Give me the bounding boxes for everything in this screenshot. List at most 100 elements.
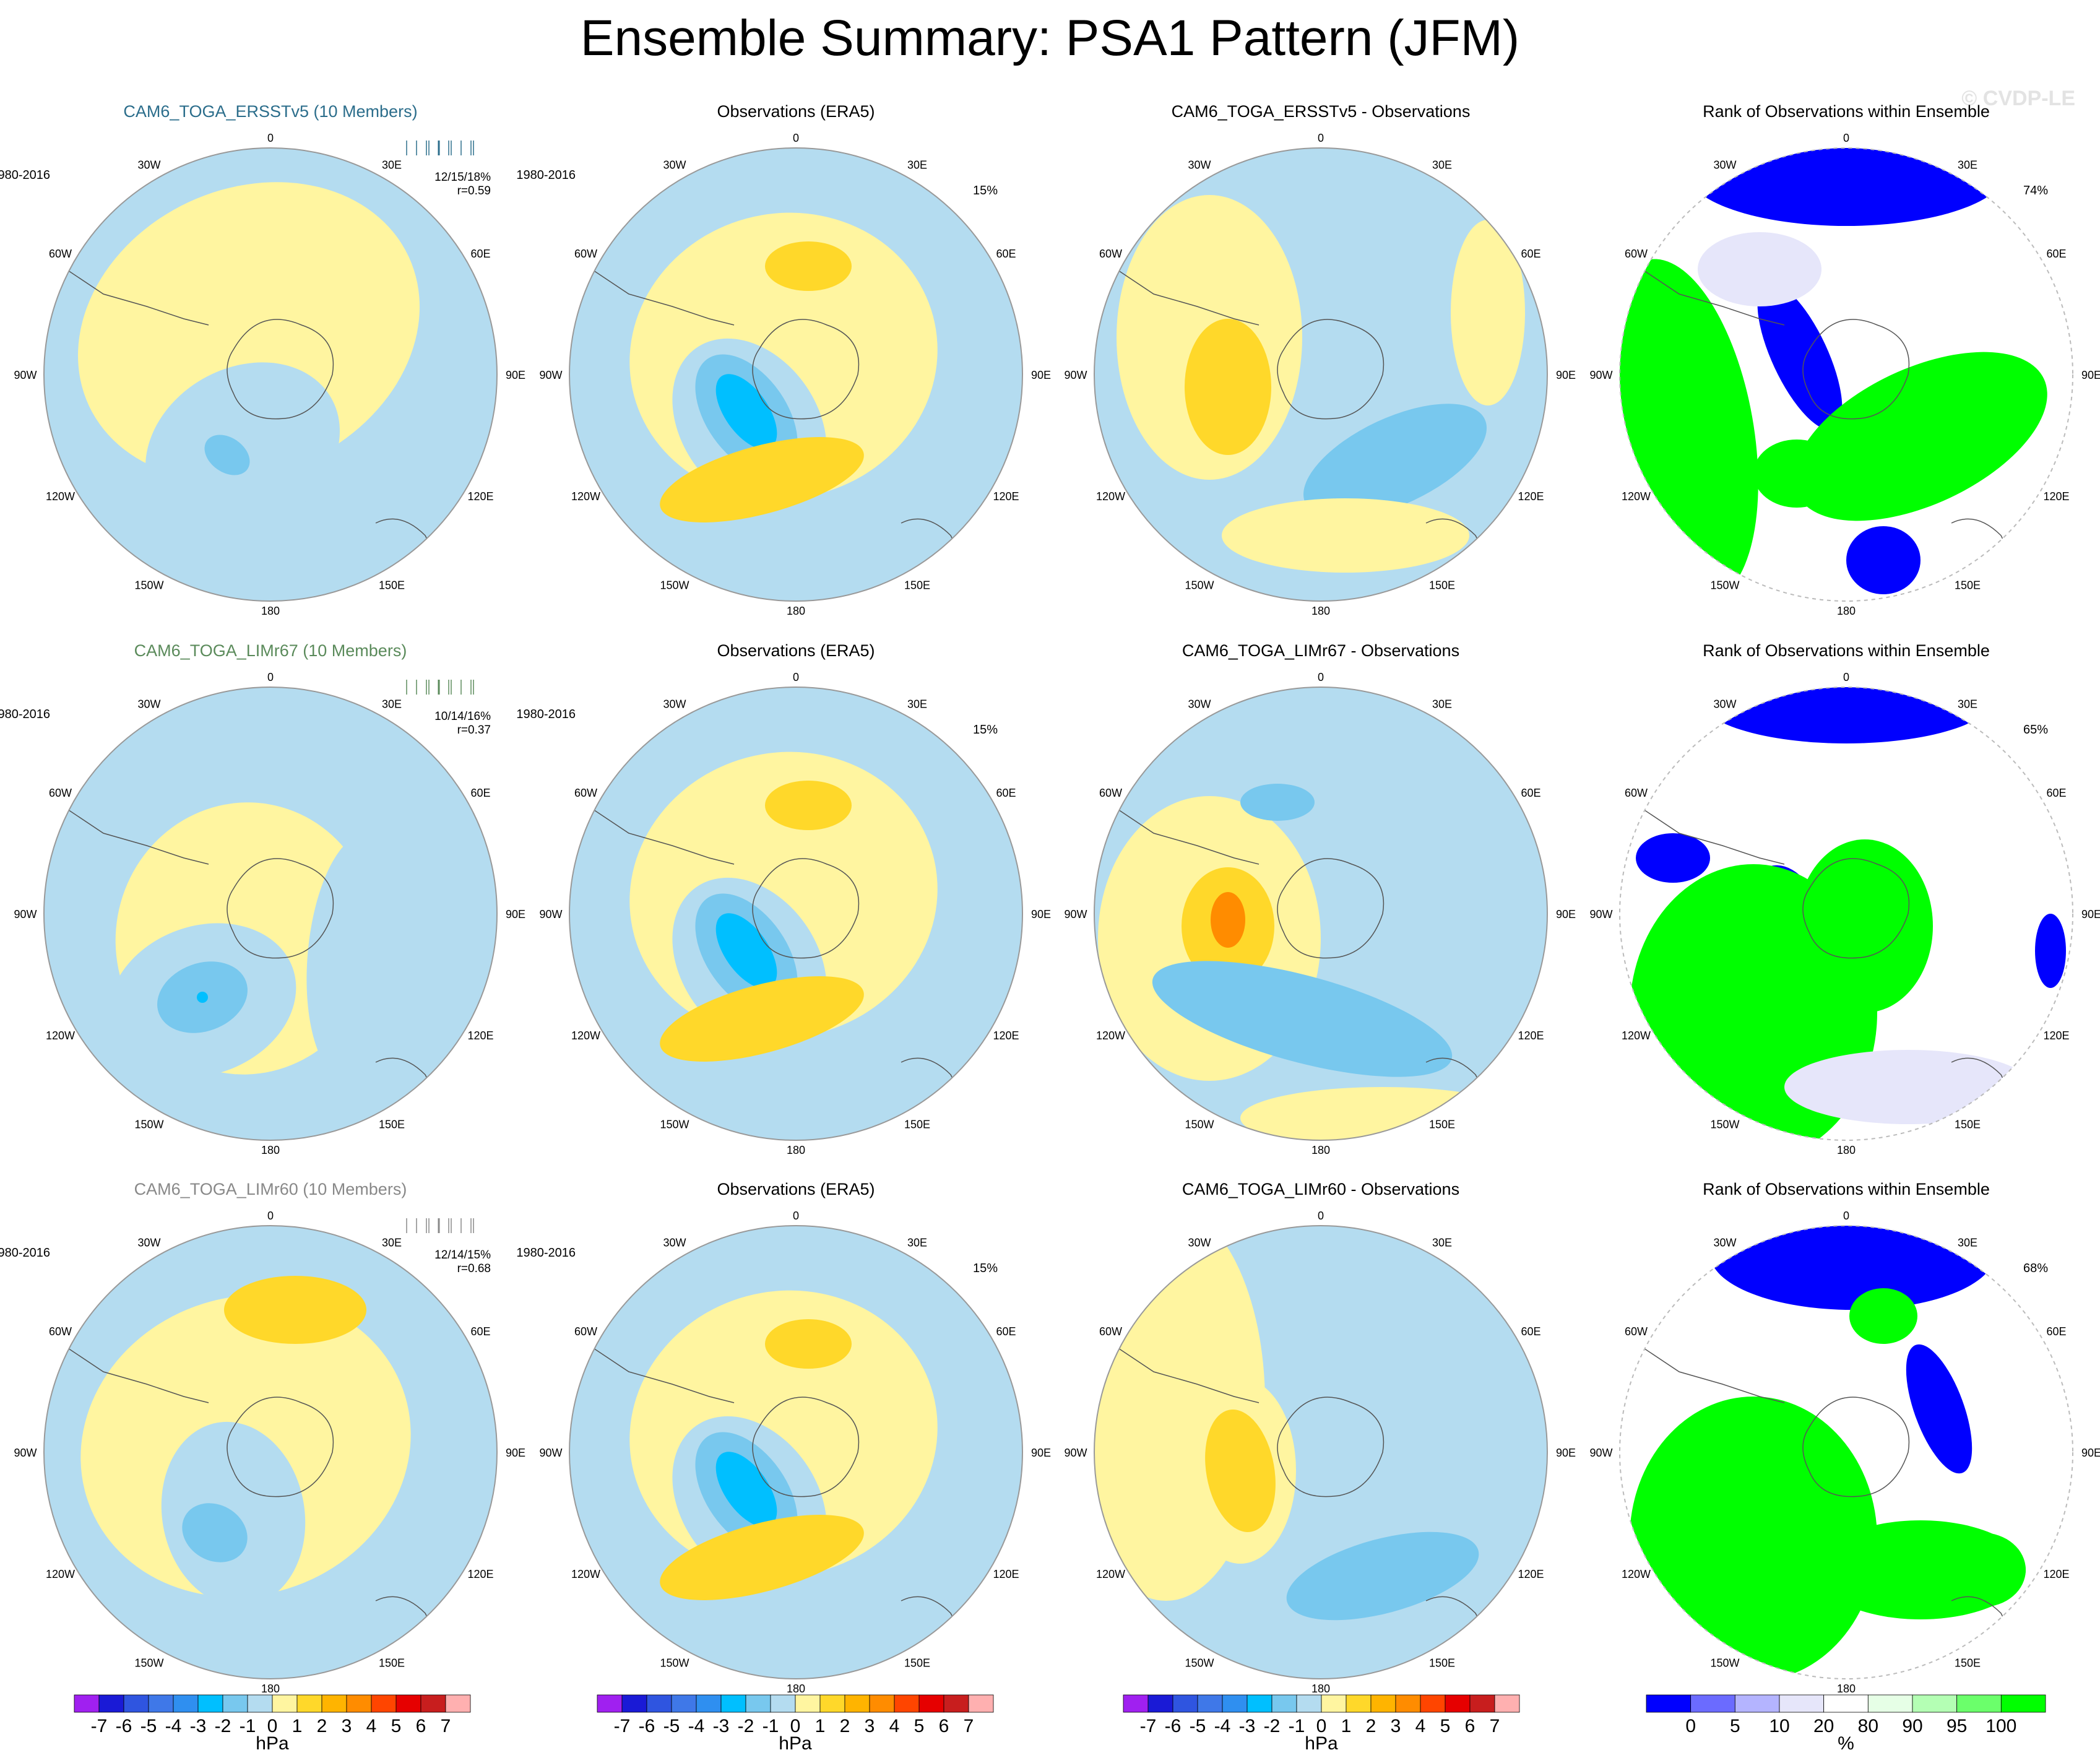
contour-region	[1211, 892, 1245, 948]
colorbar-swatch	[819, 1694, 845, 1713]
coastline	[375, 1596, 444, 1651]
colorbar-swatch	[222, 1694, 248, 1713]
coastline	[591, 1346, 735, 1403]
colorbar-label: 3	[865, 1716, 875, 1736]
coastline	[1802, 319, 1910, 420]
map-border	[1094, 687, 1548, 1141]
coastline	[1951, 1057, 2020, 1112]
period-label: 1980-2016	[0, 708, 50, 721]
colorbar-label: -6	[116, 1716, 132, 1736]
longitude-label: 30E	[1432, 1237, 1452, 1249]
longitude-label: 150E	[904, 579, 930, 591]
pattern-correlation: r=0.59	[457, 184, 491, 197]
coastline	[1641, 808, 1785, 865]
colorbar-label: 5	[391, 1716, 402, 1736]
map-border	[43, 1225, 498, 1679]
map-field	[66, 1276, 444, 1651]
colorbar-label: -4	[165, 1716, 182, 1736]
colorbar-swatch	[1690, 1694, 1735, 1713]
longitude-label: 120E	[2043, 1568, 2069, 1580]
longitude-label: 120W	[1096, 490, 1125, 503]
longitude-label: 120W	[1622, 490, 1651, 503]
spread-stats: 12/15/18%	[434, 171, 491, 184]
colorbar-swatch	[98, 1694, 124, 1713]
map-border	[569, 687, 1023, 1141]
contour-region	[1205, 1410, 1276, 1532]
longitude-label: 30W	[663, 159, 686, 171]
longitude-label: 60W	[49, 787, 72, 799]
longitude-label: 150E	[1429, 579, 1455, 591]
longitude-label: 30W	[1713, 159, 1736, 171]
percent-label: 15%	[973, 184, 998, 197]
colorbar-swatch	[1867, 1694, 1913, 1713]
coastline	[66, 808, 209, 865]
colorbar-label: 3	[342, 1716, 352, 1736]
longitude-label: 150E	[379, 1118, 405, 1130]
longitude-label: 120E	[2043, 1029, 2069, 1042]
longitude-label: 150E	[1429, 1118, 1455, 1130]
longitude-label: 60W	[1099, 1325, 1122, 1338]
colorbar-label: 5	[1440, 1716, 1451, 1736]
colorbar-swatch	[371, 1694, 397, 1713]
colorbar-swatch	[918, 1694, 944, 1713]
colorbar-swatch	[2000, 1694, 2046, 1713]
colorbar-swatch	[1197, 1694, 1223, 1713]
longitude-label: 90E	[1556, 908, 1576, 920]
colorbar-label: 2	[317, 1716, 327, 1736]
colorbar-swatch	[1494, 1694, 1520, 1713]
period-label: 1980-2016	[516, 1246, 576, 1260]
longitude-label: 60W	[574, 787, 597, 799]
longitude-label: 180	[787, 605, 805, 617]
colorbar-label: 95	[1947, 1716, 1967, 1736]
longitude-label: 0	[1318, 671, 1324, 683]
longitude-label: 90E	[506, 908, 525, 920]
longitude-label: 0	[793, 671, 799, 683]
longitude-label: 60W	[574, 1325, 597, 1338]
colorbar-label: 5	[914, 1716, 925, 1736]
colorbar-label: 5	[1730, 1716, 1740, 1736]
longitude-label: 90E	[2081, 369, 2100, 381]
longitude-label: 30W	[137, 159, 160, 171]
longitude-label: 150E	[904, 1657, 930, 1669]
colorbar-swatch	[346, 1694, 372, 1713]
longitude-label: 0	[793, 132, 799, 144]
longitude-label: 60W	[1625, 1325, 1648, 1338]
colorbar-label: 0	[1685, 1716, 1696, 1736]
coastline	[375, 1057, 444, 1112]
map-field	[66, 802, 444, 1112]
colorbar-label: 4	[1415, 1716, 1426, 1736]
longitude-label: 120W	[1096, 1029, 1125, 1042]
longitude-label: 60E	[470, 1325, 490, 1338]
contour-region	[1753, 440, 1840, 508]
colorbar-swatch	[197, 1694, 223, 1713]
longitude-label: 120W	[1622, 1029, 1651, 1042]
colorbar-swatch	[1172, 1694, 1198, 1713]
longitude-label: 120E	[993, 490, 1019, 503]
longitude-label: 180	[787, 1144, 805, 1156]
longitude-label: 120E	[467, 1029, 493, 1042]
colorbar-swatch	[597, 1694, 623, 1713]
colorbar-label: 6	[416, 1716, 426, 1736]
panel-title: CAM6_TOGA_ERSSTv5 (10 Members)	[123, 102, 417, 121]
colorbar: -7 -6 -5 -4 -3 -2 -1 0 1 2 3 4 5 6 7 hPa	[74, 1694, 471, 1754]
map-field	[1620, 148, 2047, 601]
colorbar-swatch	[745, 1694, 771, 1713]
coastline	[752, 319, 860, 420]
colorbar-label: -1	[1289, 1716, 1305, 1736]
spread-stats: 12/14/15%	[434, 1249, 491, 1262]
longitude-label: 180	[261, 605, 280, 617]
contour-region	[1846, 526, 1921, 594]
map-border	[43, 147, 498, 602]
coastline	[227, 1397, 334, 1497]
longitude-label: 150E	[904, 1118, 930, 1130]
colorbar-swatch	[1912, 1694, 1958, 1713]
contour-region	[715, 1452, 777, 1527]
longitude-label: 60E	[470, 248, 490, 260]
coastline	[1116, 808, 1260, 865]
colorbar-swatch	[1779, 1694, 1825, 1713]
longitude-label: 150W	[660, 579, 689, 591]
longitude-label: 150W	[660, 1657, 689, 1669]
colorbar-label: -6	[1165, 1716, 1182, 1736]
longitude-label: 30E	[907, 1237, 927, 1249]
map-border	[1619, 687, 2073, 1141]
